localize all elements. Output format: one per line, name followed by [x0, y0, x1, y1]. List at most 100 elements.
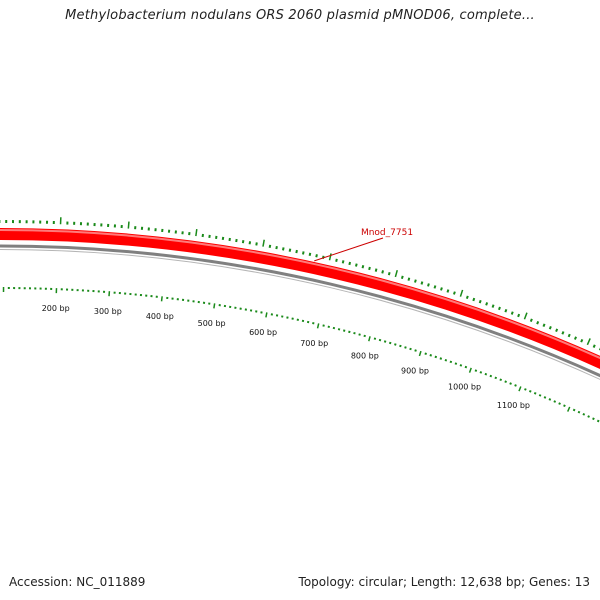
outer-minor-tick — [387, 271, 391, 276]
scale-minor-tick — [444, 358, 448, 362]
scale-major-tick — [160, 296, 163, 302]
scale-label: 500 bp — [198, 319, 226, 328]
outer-minor-tick — [561, 331, 565, 335]
outer-minor-tick — [282, 247, 285, 251]
gene-label-mnod-7751[interactable]: Mnod_7751 — [361, 228, 413, 238]
outer-minor-tick — [548, 325, 552, 330]
scale-label: 200 bp — [42, 304, 70, 313]
topology-summary-text: Topology: circular; Length: 12,638 bp; G… — [298, 575, 590, 589]
scale-minor-tick — [439, 357, 443, 360]
backbone-outer-line — [0, 244, 600, 378]
outer-minor-tick — [315, 254, 318, 258]
scale-major-tick — [518, 386, 522, 392]
scale-minor-tick — [449, 360, 453, 364]
scale-minor-tick — [424, 352, 427, 355]
outer-minor-tick — [341, 260, 345, 264]
scale-minor-tick — [514, 384, 517, 387]
map-title: Methylobacterium nodulans ORS 2060 plasm… — [65, 8, 535, 23]
scale-minor-tick — [353, 331, 356, 335]
scale-minor-tick — [543, 396, 547, 399]
scale-label: 1000 bp — [448, 383, 481, 392]
outer-minor-tick — [381, 270, 385, 274]
scale-label: 800 bp — [351, 352, 379, 361]
outer-minor-tick — [308, 252, 312, 257]
outer-minor-tick — [354, 263, 358, 267]
outer-minor-tick — [465, 295, 469, 300]
scale-minor-tick — [484, 372, 488, 376]
outer-minor-tick — [580, 338, 584, 343]
outer-major-tick — [394, 269, 398, 278]
scale-minor-tick — [499, 378, 503, 382]
scale-minor-tick — [358, 333, 361, 336]
outer-minor-tick — [440, 287, 443, 291]
outer-major-tick — [586, 338, 591, 346]
outer-major-tick — [459, 289, 464, 297]
scale-minor-tick — [528, 390, 532, 393]
outer-minor-tick — [295, 249, 298, 254]
gene-arc-highlight — [0, 228, 600, 360]
outer-minor-tick — [268, 244, 272, 249]
outer-minor-tick — [498, 306, 501, 311]
scale-minor-tick — [454, 362, 458, 365]
outer-minor-tick — [275, 245, 278, 250]
outer-minor-tick — [491, 304, 495, 308]
outer-minor-tick — [472, 297, 476, 302]
scale-minor-tick — [533, 392, 537, 395]
scale-minor-tick — [373, 337, 377, 340]
gene-label-leader-line — [314, 237, 384, 262]
outer-minor-tick — [414, 279, 417, 283]
outer-minor-tick — [241, 239, 245, 244]
outer-minor-tick — [348, 261, 352, 266]
scale-major-tick — [213, 303, 216, 309]
scale-minor-tick — [399, 344, 402, 348]
outer-minor-tick — [374, 268, 378, 272]
outer-minor-tick — [368, 266, 371, 271]
scale-minor-tick — [582, 413, 586, 416]
scale-label: 1100 bp — [497, 401, 530, 410]
outer-tick-ring — [0, 217, 600, 351]
outer-major-tick — [127, 221, 130, 229]
scale-minor-tick — [494, 376, 498, 380]
outer-minor-tick — [248, 241, 252, 245]
outer-minor-tick — [567, 333, 571, 338]
outer-minor-tick — [302, 251, 305, 255]
scale-minor-tick — [509, 382, 512, 385]
scale-label: 700 bp — [300, 339, 328, 348]
scale-minor-tick — [558, 402, 561, 405]
scale-minor-tick — [504, 380, 507, 383]
outer-minor-tick — [536, 320, 540, 325]
scale-minor-tick — [378, 338, 382, 342]
gene-arc-mnod-7751[interactable] — [0, 227, 600, 400]
scale-minor-tick — [563, 404, 566, 408]
scale-minor-tick — [464, 365, 468, 369]
outer-minor-tick — [510, 311, 514, 315]
outer-minor-tick — [420, 281, 424, 285]
scale-minor-tick — [592, 417, 595, 421]
scale-minor-tick — [409, 347, 412, 351]
scale-minor-tick — [414, 349, 417, 352]
scale-minor-tick — [434, 355, 438, 359]
outer-minor-tick — [452, 291, 456, 295]
scale-minor-tick — [572, 408, 576, 412]
scale-minor-tick — [363, 334, 366, 338]
scale-label: 400 bp — [146, 312, 174, 321]
scale-major-tick — [265, 312, 268, 318]
outer-minor-tick — [504, 308, 508, 313]
outer-minor-tick — [407, 277, 411, 281]
outer-minor-tick — [400, 275, 404, 280]
scale-label: 300 bp — [94, 307, 122, 316]
scale-minor-tick — [587, 415, 590, 418]
outer-minor-tick — [361, 265, 365, 269]
scale-major-tick — [368, 336, 371, 342]
scale-minor-tick — [474, 369, 478, 372]
outer-minor-tick — [555, 328, 559, 333]
scale-minor-tick — [459, 364, 463, 367]
outer-minor-tick — [485, 302, 489, 306]
scale-minor-tick — [394, 343, 397, 346]
accession-text: Accession: NC_011889 — [9, 575, 146, 589]
outer-major-tick — [262, 239, 265, 247]
outer-minor-tick — [433, 285, 437, 289]
scale-minor-tick — [383, 340, 387, 343]
outer-minor-tick — [573, 336, 577, 340]
